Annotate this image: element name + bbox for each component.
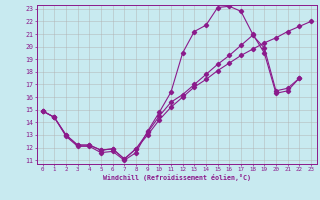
X-axis label: Windchill (Refroidissement éolien,°C): Windchill (Refroidissement éolien,°C) <box>103 174 251 181</box>
